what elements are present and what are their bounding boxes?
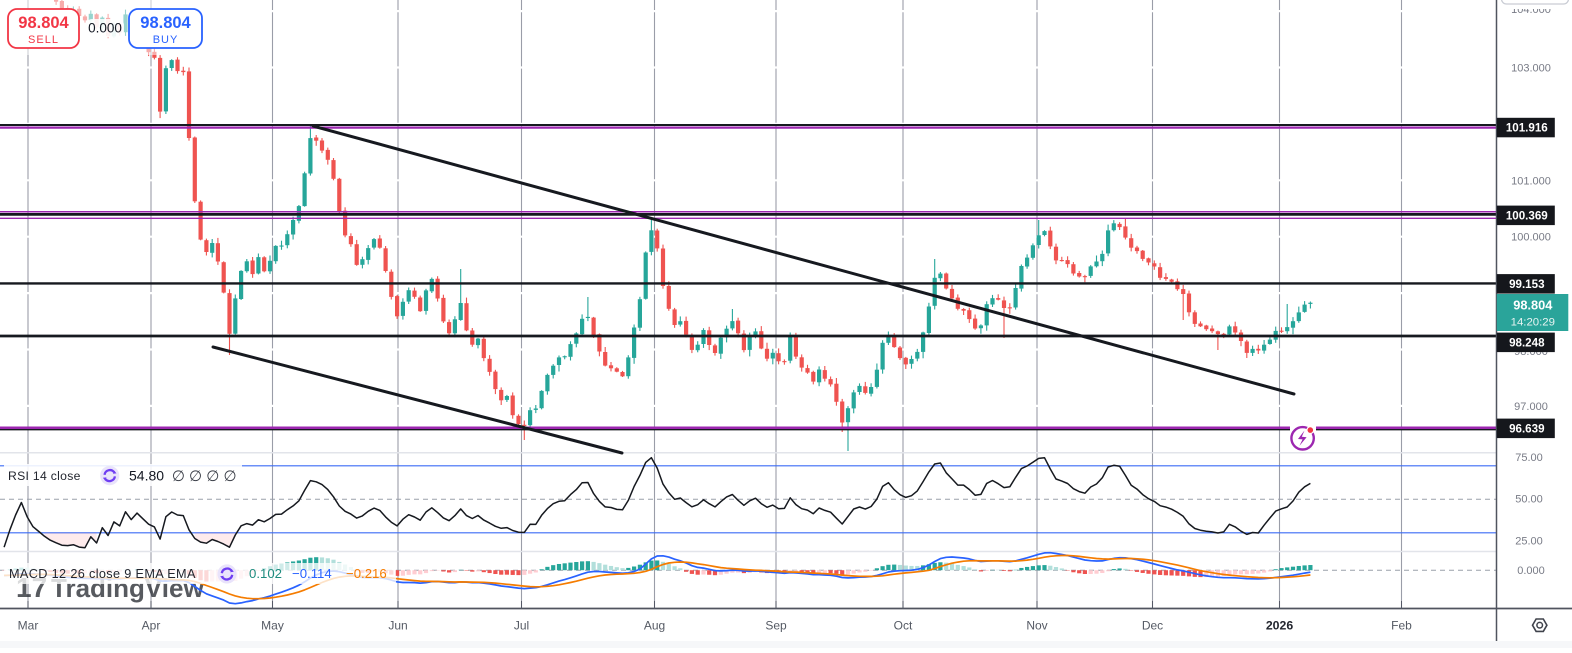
svg-text:2026: 2026 [1266, 619, 1294, 633]
svg-text:101.000: 101.000 [1511, 175, 1551, 187]
svg-text:RSI 14 close: RSI 14 close [8, 469, 81, 483]
svg-text:25.00: 25.00 [1515, 536, 1543, 548]
svg-text:14:20:29: 14:20:29 [1511, 317, 1555, 329]
svg-text:Oct: Oct [894, 619, 913, 633]
svg-text:Jun: Jun [388, 619, 407, 633]
svg-text:0.102: 0.102 [249, 566, 282, 581]
svg-text:75.00: 75.00 [1515, 452, 1543, 464]
svg-text:101.916: 101.916 [1506, 122, 1548, 135]
svg-text:103.000: 103.000 [1511, 63, 1551, 75]
svg-text:∅: ∅ [223, 468, 236, 485]
svg-text:∅: ∅ [172, 468, 185, 485]
svg-text:Dec: Dec [1142, 619, 1163, 633]
svg-text:Jul: Jul [514, 619, 529, 633]
svg-text:May: May [261, 619, 284, 633]
svg-text:98.804: 98.804 [18, 14, 69, 32]
svg-text:0.000: 0.000 [1517, 565, 1545, 577]
svg-text:100.000: 100.000 [1511, 232, 1551, 244]
svg-text:98.804: 98.804 [140, 14, 191, 32]
svg-text:−0.114: −0.114 [292, 566, 332, 581]
svg-text:99.153: 99.153 [1509, 278, 1545, 291]
svg-text:MACD 12 26 close 9 EMA EMA: MACD 12 26 close 9 EMA EMA [9, 567, 196, 581]
svg-text:BUY: BUY [153, 34, 179, 46]
svg-text:Aug: Aug [644, 619, 665, 633]
svg-text:Sep: Sep [765, 619, 787, 633]
svg-text:97.000: 97.000 [1514, 401, 1548, 413]
svg-text:SELL: SELL [28, 34, 59, 46]
svg-text:96.639: 96.639 [1509, 423, 1545, 436]
svg-text:Feb: Feb [1391, 619, 1412, 633]
svg-text:Nov: Nov [1026, 619, 1047, 633]
svg-text:∅: ∅ [189, 468, 202, 485]
svg-text:∅: ∅ [206, 468, 219, 485]
svg-text:Apr: Apr [142, 619, 161, 633]
svg-text:Mar: Mar [18, 619, 39, 633]
svg-text:−0.216: −0.216 [346, 566, 387, 581]
svg-text:98.804: 98.804 [1513, 298, 1553, 313]
svg-text:54.80: 54.80 [129, 468, 164, 484]
svg-text:0.000: 0.000 [88, 21, 122, 36]
svg-text:100.369: 100.369 [1506, 210, 1548, 223]
svg-text:50.00: 50.00 [1515, 494, 1543, 506]
svg-text:98.248: 98.248 [1509, 337, 1545, 350]
